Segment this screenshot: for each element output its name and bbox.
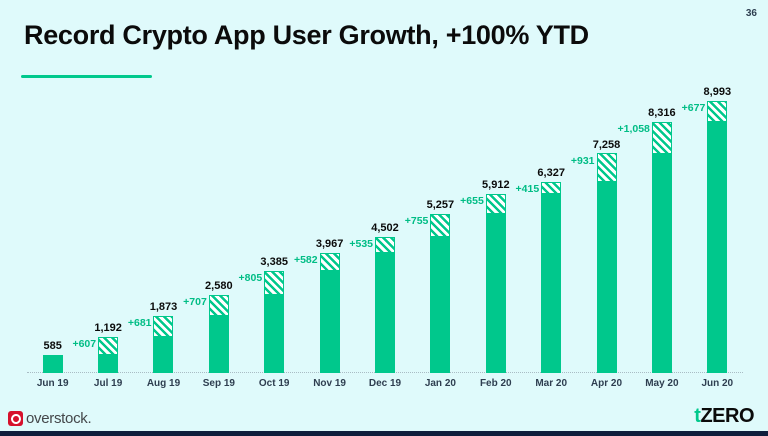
bar-segment-increment-hatch xyxy=(319,253,340,271)
bar-total-label: 3,385 xyxy=(260,255,288,268)
bar-total-label: 1,192 xyxy=(94,321,122,334)
bar-increment-label: +931 xyxy=(570,154,595,167)
x-axis-label: Oct 19 xyxy=(258,378,290,389)
bar-segment-solid xyxy=(651,153,672,373)
tzero-zero-letters: ZERO xyxy=(700,405,754,427)
overstock-o-icon xyxy=(8,411,23,426)
bar-total-label: 7,258 xyxy=(592,138,621,151)
x-axis-label: Apr 20 xyxy=(590,378,623,389)
plot-area: 585 +607 1,192 +681 1,873 +707 2,580 +805 3,385 +… xyxy=(25,80,745,373)
page-title: Record Crypto App User Growth, +100% YTD xyxy=(24,20,589,50)
bar-segment-increment-hatch xyxy=(651,121,672,154)
bar-segment-solid xyxy=(430,236,451,373)
bar-increment-label: +677 xyxy=(681,102,706,114)
bar-segment-solid xyxy=(485,214,506,373)
bar-total-label: 5,912 xyxy=(482,179,510,192)
overstock-wordmark: overstock. xyxy=(26,410,92,427)
bar-segment-increment-hatch xyxy=(98,336,119,356)
x-axis-label: Feb 20 xyxy=(479,378,512,389)
x-axis-label: Dec 19 xyxy=(368,378,402,389)
bar-increment-label: +805 xyxy=(238,271,263,284)
x-axis-label: Jul 19 xyxy=(93,378,123,389)
bar-increment-label: +415 xyxy=(515,182,540,195)
bar-segment-increment-hatch xyxy=(541,181,562,195)
bar-increment-label: +681 xyxy=(127,317,152,330)
bar-total-label: 8,316 xyxy=(648,106,676,119)
bar-segment-increment-hatch xyxy=(264,270,285,295)
bar-segment-solid xyxy=(541,194,562,373)
x-axis: Jun 19 Jul 19 Aug 19 Sep 19 Oct 19 Nov 19 Dec … xyxy=(25,378,745,392)
bar-segment-solid xyxy=(375,253,395,373)
bottom-accent-bar xyxy=(0,431,768,436)
bar-increment-label: +755 xyxy=(404,215,429,227)
bar-increment-label: +582 xyxy=(293,254,318,266)
x-axis-label: Mar 20 xyxy=(535,378,568,389)
bar-total-label: 2,580 xyxy=(205,280,233,292)
bar-segment-solid xyxy=(264,295,285,373)
x-axis-label: Aug 19 xyxy=(146,378,181,389)
bar-increment-label: +535 xyxy=(349,237,373,250)
bar-total-label: 5,257 xyxy=(426,199,455,211)
bar-segment-solid xyxy=(707,121,728,373)
bar-increment-label: +1,058 xyxy=(617,122,650,135)
x-axis-label: Jan 20 xyxy=(424,378,456,389)
bar-segment-increment-hatch xyxy=(596,153,617,182)
x-axis-label: Nov 19 xyxy=(313,378,346,389)
bar-total-label: 3,967 xyxy=(315,238,344,250)
tzero-t-letter: t xyxy=(694,405,701,427)
bar-total-label: 585 xyxy=(43,340,62,353)
x-axis-label: Jun 20 xyxy=(701,378,734,389)
bar-total-label: 6,327 xyxy=(537,166,565,179)
page-number: 36 xyxy=(745,8,757,19)
title-underline xyxy=(21,75,152,78)
bar-segment-solid xyxy=(319,270,340,373)
tzero-logo: tZERO xyxy=(694,405,754,428)
overstock-logo: overstock. xyxy=(8,410,92,427)
bar-segment-solid xyxy=(98,355,119,373)
bar-segment-solid xyxy=(208,316,229,373)
x-axis-label: Sep 19 xyxy=(202,378,235,389)
bar-total-label: 8,993 xyxy=(703,86,732,98)
bar-increment-label: +655 xyxy=(460,195,484,208)
bar-segment-increment-hatch xyxy=(430,214,451,237)
bar-increment-label: +607 xyxy=(72,337,97,350)
x-axis-label: May 20 xyxy=(645,378,679,389)
x-axis-label: Jun 19 xyxy=(36,378,69,389)
bar-segment-solid xyxy=(42,355,63,373)
bar-segment-increment-hatch xyxy=(485,194,506,214)
bar-segment-solid xyxy=(153,336,174,373)
bar-total-label: 4,502 xyxy=(371,221,399,234)
bar-segment-increment-hatch xyxy=(208,294,229,317)
bar-segment-increment-hatch xyxy=(153,316,174,337)
bar-segment-solid xyxy=(596,181,617,373)
bar-increment-label: +707 xyxy=(183,296,207,308)
bar-segment-increment-hatch xyxy=(375,236,395,253)
bar-total-label: 1,873 xyxy=(149,301,178,314)
bar-segment-increment-hatch xyxy=(707,101,728,122)
